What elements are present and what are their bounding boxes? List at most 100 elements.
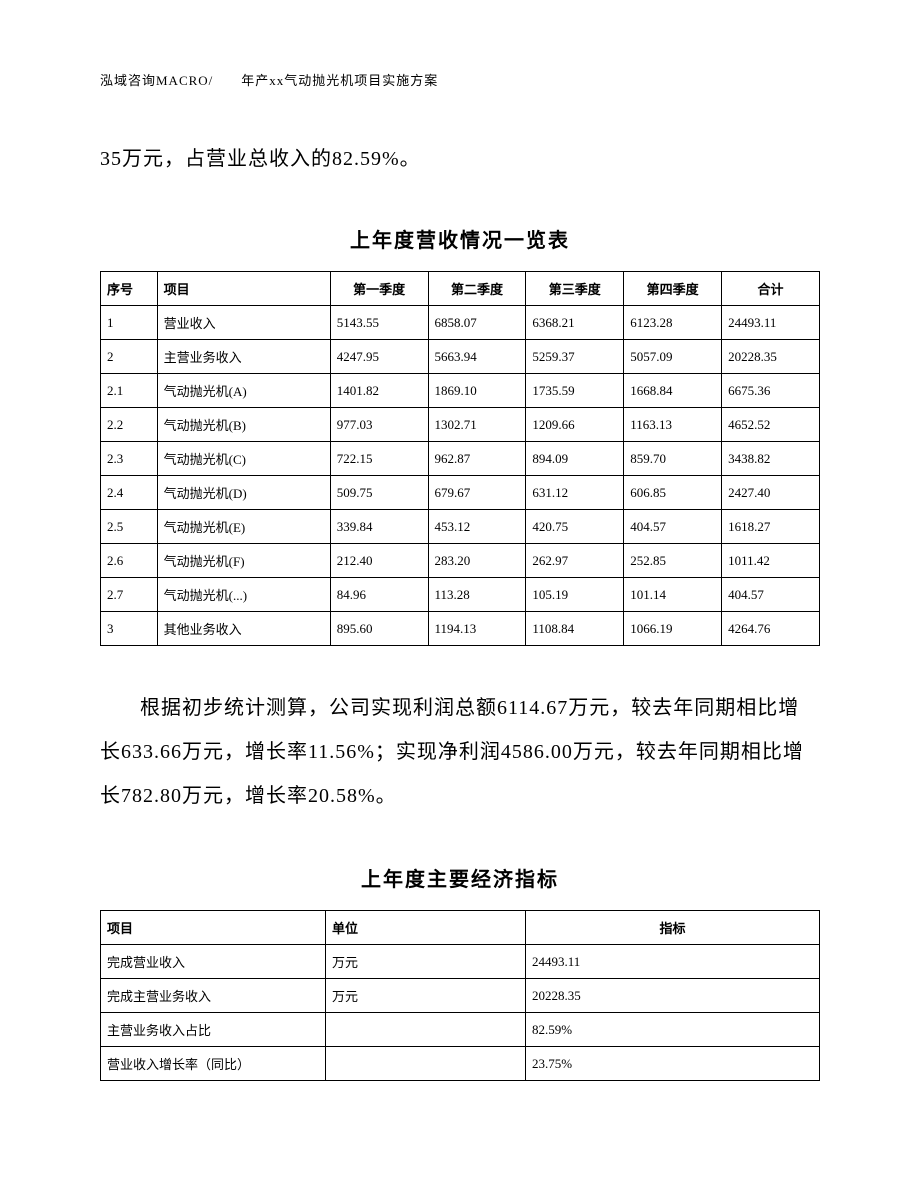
table-cell: 5663.94 (428, 340, 526, 374)
table-cell: 2.3 (101, 442, 158, 476)
table-row: 2.6气动抛光机(F)212.40283.20262.97252.851011.… (101, 544, 820, 578)
col-q1: 第一季度 (330, 272, 428, 306)
col-project: 项目 (101, 911, 326, 945)
table-cell: 1401.82 (330, 374, 428, 408)
table-cell: 20228.35 (526, 979, 820, 1013)
table-row: 主营业务收入占比 82.59% (101, 1013, 820, 1047)
table-row: 3其他业务收入895.601194.131108.841066.194264.7… (101, 612, 820, 646)
table-cell: 1209.66 (526, 408, 624, 442)
table-cell: 2.7 (101, 578, 158, 612)
table-cell: 主营业务收入占比 (101, 1013, 326, 1047)
table-cell: 1 (101, 306, 158, 340)
col-q3: 第三季度 (526, 272, 624, 306)
revenue-table: 序号 项目 第一季度 第二季度 第三季度 第四季度 合计 1营业收入5143.5… (100, 271, 820, 646)
table-row: 完成营业收入万元24493.11 (101, 945, 820, 979)
table-row: 2主营业务收入4247.955663.945259.375057.0920228… (101, 340, 820, 374)
col-total: 合计 (722, 272, 820, 306)
table-cell: 1066.19 (624, 612, 722, 646)
table-cell: 1735.59 (526, 374, 624, 408)
table-cell: 23.75% (526, 1047, 820, 1081)
table-cell: 212.40 (330, 544, 428, 578)
table-cell: 1108.84 (526, 612, 624, 646)
table-cell: 2427.40 (722, 476, 820, 510)
table-cell: 606.85 (624, 476, 722, 510)
table-cell: 509.75 (330, 476, 428, 510)
table-cell: 283.20 (428, 544, 526, 578)
col-indicator: 指标 (526, 911, 820, 945)
table-cell: 24493.11 (526, 945, 820, 979)
table-cell: 404.57 (624, 510, 722, 544)
col-seq: 序号 (101, 272, 158, 306)
table-cell: 2.1 (101, 374, 158, 408)
table-cell: 营业收入 (157, 306, 330, 340)
table-cell: 2.2 (101, 408, 158, 442)
table-cell: 5057.09 (624, 340, 722, 374)
table-cell: 894.09 (526, 442, 624, 476)
table-cell: 万元 (326, 945, 526, 979)
table-cell: 完成营业收入 (101, 945, 326, 979)
table-cell: 气动抛光机(B) (157, 408, 330, 442)
table-cell: 4247.95 (330, 340, 428, 374)
table-cell: 气动抛光机(D) (157, 476, 330, 510)
table-row: 2.4气动抛光机(D)509.75679.67631.12606.852427.… (101, 476, 820, 510)
table-cell: 主营业务收入 (157, 340, 330, 374)
table-cell: 859.70 (624, 442, 722, 476)
table-cell: 1011.42 (722, 544, 820, 578)
table-row: 2.2气动抛光机(B)977.031302.711209.661163.1346… (101, 408, 820, 442)
table-row: 1营业收入5143.556858.076368.216123.2824493.1… (101, 306, 820, 340)
table-cell: 3438.82 (722, 442, 820, 476)
table-cell: 完成主营业务收入 (101, 979, 326, 1013)
page-header: 泓域咨询MACRO/ 年产xx气动抛光机项目实施方案 (100, 70, 820, 89)
table-cell: 24493.11 (722, 306, 820, 340)
table-cell: 722.15 (330, 442, 428, 476)
table-cell: 6675.36 (722, 374, 820, 408)
table-cell: 262.97 (526, 544, 624, 578)
table-cell: 631.12 (526, 476, 624, 510)
col-q2: 第二季度 (428, 272, 526, 306)
table-cell: 4652.52 (722, 408, 820, 442)
table-row: 2.7气动抛光机(...)84.96113.28105.19101.14404.… (101, 578, 820, 612)
table-cell: 气动抛光机(A) (157, 374, 330, 408)
analysis-paragraph: 根据初步统计测算，公司实现利润总额6114.67万元，较去年同期相比增长633.… (100, 686, 820, 818)
table-cell: 2.6 (101, 544, 158, 578)
table-cell: 252.85 (624, 544, 722, 578)
table-cell: 1668.84 (624, 374, 722, 408)
table-row: 2.3气动抛光机(C)722.15962.87894.09859.703438.… (101, 442, 820, 476)
table2-header-row: 项目 单位 指标 (101, 911, 820, 945)
table-cell: 1194.13 (428, 612, 526, 646)
table-cell (326, 1047, 526, 1081)
lead-sentence: 35万元，占营业总收入的82.59%。 (100, 139, 820, 179)
table-cell: 105.19 (526, 578, 624, 612)
table-cell: 2.4 (101, 476, 158, 510)
table-cell: 3 (101, 612, 158, 646)
table-row: 2.1气动抛光机(A)1401.821869.101735.591668.846… (101, 374, 820, 408)
table-cell: 5143.55 (330, 306, 428, 340)
table-cell: 6368.21 (526, 306, 624, 340)
table-cell: 962.87 (428, 442, 526, 476)
table-cell: 6123.28 (624, 306, 722, 340)
table-cell: 营业收入增长率（同比） (101, 1047, 326, 1081)
table-cell: 679.67 (428, 476, 526, 510)
table-row: 2.5气动抛光机(E)339.84453.12420.75404.571618.… (101, 510, 820, 544)
col-unit: 单位 (326, 911, 526, 945)
table-cell: 420.75 (526, 510, 624, 544)
table-cell: 其他业务收入 (157, 612, 330, 646)
table-cell: 气动抛光机(...) (157, 578, 330, 612)
table-cell: 20228.35 (722, 340, 820, 374)
indicator-table: 项目 单位 指标 完成营业收入万元24493.11完成主营业务收入万元20228… (100, 910, 820, 1081)
table-cell: 2.5 (101, 510, 158, 544)
table1-title: 上年度营收情况一览表 (100, 224, 820, 253)
table-cell: 113.28 (428, 578, 526, 612)
table-cell: 977.03 (330, 408, 428, 442)
table-cell: 82.59% (526, 1013, 820, 1047)
table-cell: 2 (101, 340, 158, 374)
table-cell: 339.84 (330, 510, 428, 544)
table-cell: 1163.13 (624, 408, 722, 442)
table-cell: 453.12 (428, 510, 526, 544)
table-cell: 5259.37 (526, 340, 624, 374)
table2-title: 上年度主要经济指标 (100, 863, 820, 892)
table-cell: 1302.71 (428, 408, 526, 442)
table-cell: 气动抛光机(C) (157, 442, 330, 476)
table-cell (326, 1013, 526, 1047)
table-cell: 1869.10 (428, 374, 526, 408)
